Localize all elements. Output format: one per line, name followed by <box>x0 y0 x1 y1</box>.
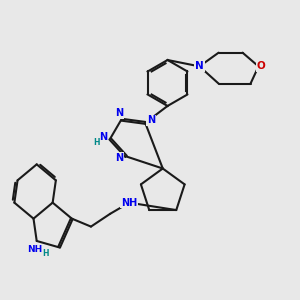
Text: NH: NH <box>28 245 43 254</box>
Text: N: N <box>147 115 155 125</box>
Text: N: N <box>99 132 107 142</box>
Text: NH: NH <box>121 198 137 208</box>
Text: H: H <box>42 249 49 258</box>
Text: N: N <box>115 153 123 163</box>
Text: N: N <box>195 61 204 71</box>
Text: N: N <box>115 108 123 118</box>
Text: H: H <box>94 137 100 146</box>
Text: O: O <box>257 61 266 71</box>
